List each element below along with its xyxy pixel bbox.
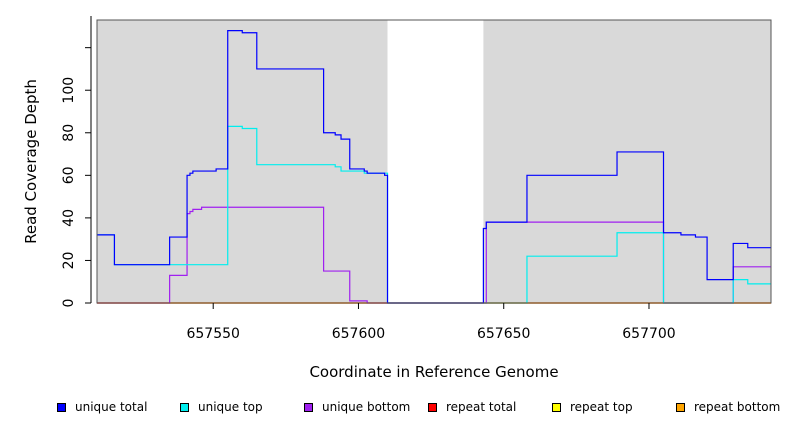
shaded-region-1 (97, 20, 388, 303)
legend-item-repeat-top: repeat top (552, 400, 633, 414)
x-axis-title: Coordinate in Reference Genome (309, 363, 558, 381)
legend: unique total unique top unique bottom repea… (0, 400, 792, 420)
legend-item-unique-top: unique top (180, 400, 263, 414)
shaded-regions (97, 20, 771, 303)
legend-item-repeat-total: repeat total (428, 400, 516, 414)
legend-swatch (304, 402, 313, 412)
legend-swatch (180, 402, 189, 412)
legend-label: repeat top (570, 400, 633, 414)
y-axis: 0 20 40 60 80 100 (61, 16, 92, 308)
x-tick-label: 657650 (477, 326, 530, 342)
legend-item-unique-bottom: unique bottom (304, 400, 410, 414)
legend-label: repeat bottom (694, 400, 781, 414)
x-tick-label: 657600 (332, 326, 385, 342)
legend-label: unique total (75, 400, 148, 414)
y-tick-label: 80 (61, 124, 77, 142)
y-tick-label: 60 (61, 166, 77, 184)
x-tick-label: 657550 (186, 326, 239, 342)
y-tick-label: 40 (61, 209, 77, 227)
legend-swatch (428, 402, 437, 412)
coverage-chart: 657550 657600 657650 657700 0 20 40 60 80 100 Co… (22, 16, 772, 381)
y-tick-label: 0 (61, 299, 77, 308)
legend-item-repeat-bottom: repeat bottom (676, 400, 780, 414)
y-tick-label: 20 (61, 252, 77, 270)
legend-item-unique-total: unique total (57, 400, 147, 414)
legend-label: unique bottom (322, 400, 411, 414)
y-tick-label: 100 (61, 77, 77, 104)
legend-swatch (676, 402, 685, 412)
y-axis-title: Read Coverage Depth (22, 79, 40, 244)
legend-swatch (57, 402, 66, 412)
series-unique-total (97, 30, 771, 304)
x-axis: 657550 657600 657650 657700 (186, 303, 676, 342)
legend-label: unique top (198, 400, 263, 414)
legend-swatch (552, 402, 561, 412)
plot-frame (96, 19, 772, 304)
legend-label: repeat total (446, 400, 517, 414)
x-tick-label: 657700 (622, 326, 675, 342)
